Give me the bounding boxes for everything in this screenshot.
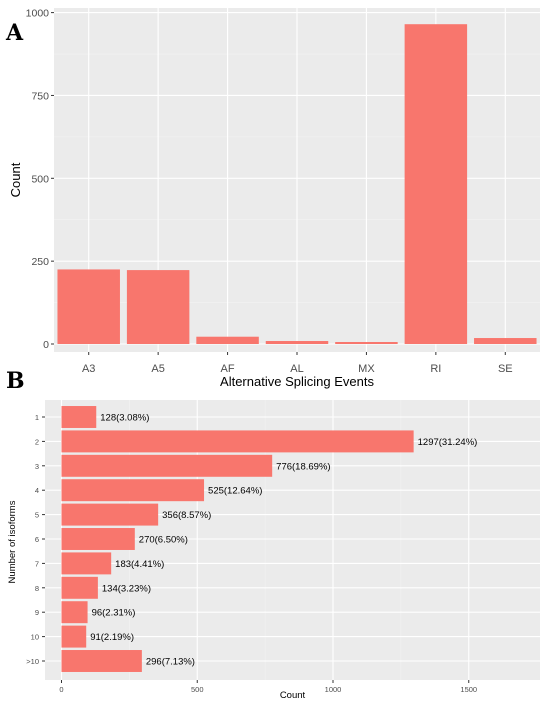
x-tick-label: MX xyxy=(358,363,375,375)
y-tick-label: 10 xyxy=(31,633,39,642)
bar-a5 xyxy=(126,270,190,344)
bar-value-label: 183(4.41%) xyxy=(115,559,164,570)
bar-isoforms-5 xyxy=(61,503,159,526)
y-tick-label: 9 xyxy=(35,608,39,617)
bar-isoforms-10 xyxy=(61,625,87,648)
x-tick-label: AL xyxy=(290,363,303,375)
bar-value-label: 96(2.31%) xyxy=(92,608,136,619)
bar-isoforms-gt10 xyxy=(61,650,142,672)
chart-a: A3 A5 AF AL MX RI SE 0 250 500 750 1000 Alternative … xyxy=(8,8,540,389)
panel-letter-a: A xyxy=(5,20,24,46)
x-tick-label: 500 xyxy=(191,685,204,694)
bar-value-label: 128(3.08%) xyxy=(100,413,149,424)
y-tick-label: 7 xyxy=(35,559,39,568)
y-tick-label: 750 xyxy=(31,90,49,102)
bar-isoforms-8 xyxy=(61,576,98,599)
bar-value-label: 270(6.50%) xyxy=(139,535,188,546)
y-tick-label: 0 xyxy=(43,339,49,351)
bar-isoforms-1 xyxy=(61,406,97,428)
x-tick-label: A3 xyxy=(82,363,95,375)
bar-al xyxy=(265,341,329,344)
y-axis-title: Count xyxy=(8,162,23,197)
y-tick-label: 8 xyxy=(35,584,39,593)
y-tick-label: 4 xyxy=(35,486,39,495)
y-tick-label: 1 xyxy=(35,413,39,422)
y-tick-label: >10 xyxy=(26,657,39,666)
x-tick-label: SE xyxy=(498,363,513,375)
bar-value-label: 296(7.13%) xyxy=(146,657,195,668)
y-tick-label: 2 xyxy=(35,437,39,446)
bar-af xyxy=(196,336,259,344)
bar-value-label: 134(3.23%) xyxy=(102,583,151,594)
x-tick-label: RI xyxy=(430,363,441,375)
x-tick-label: 1000 xyxy=(325,685,342,694)
y-tick-label: 3 xyxy=(35,462,39,471)
bar-value-label: 356(8.57%) xyxy=(162,510,211,521)
bar-isoforms-2 xyxy=(61,430,414,453)
y-axis-title: Number of isoforms xyxy=(7,500,18,583)
bar-mx xyxy=(335,342,398,344)
bar-a3 xyxy=(57,269,120,344)
y-tick-label: 500 xyxy=(31,173,49,185)
y-tick-label: 250 xyxy=(31,256,49,268)
x-tick-label: 1500 xyxy=(460,685,477,694)
bar-isoforms-9 xyxy=(61,601,88,624)
bar-se xyxy=(474,338,537,344)
x-axis-title: Count xyxy=(280,690,306,701)
y-tick-label: 5 xyxy=(35,511,39,520)
x-tick-label: A5 xyxy=(151,363,164,375)
bar-value-label: 776(18.69%) xyxy=(276,461,330,472)
x-tick-label: AF xyxy=(221,363,235,375)
bar-ri xyxy=(404,24,468,344)
bar-isoforms-6 xyxy=(61,528,135,550)
bar-value-label: 91(2.19%) xyxy=(90,632,134,643)
bar-value-label: 525(12.64%) xyxy=(208,486,262,497)
bar-value-label: 1297(31.24%) xyxy=(418,437,478,448)
y-tick-label: 6 xyxy=(35,535,39,544)
panel-letter-b: B xyxy=(6,368,25,394)
bar-isoforms-7 xyxy=(61,552,112,575)
chart-b: 128(3.08%) 1 1297(31.24%) 2 776(18.69%) 3 525(… xyxy=(7,400,540,701)
x-axis-title: Alternative Splicing Events xyxy=(220,374,374,389)
y-tick-label: 1000 xyxy=(26,8,50,20)
bar-isoforms-3 xyxy=(61,454,273,477)
bar-isoforms-4 xyxy=(61,479,205,502)
x-tick-label: 0 xyxy=(59,685,63,694)
